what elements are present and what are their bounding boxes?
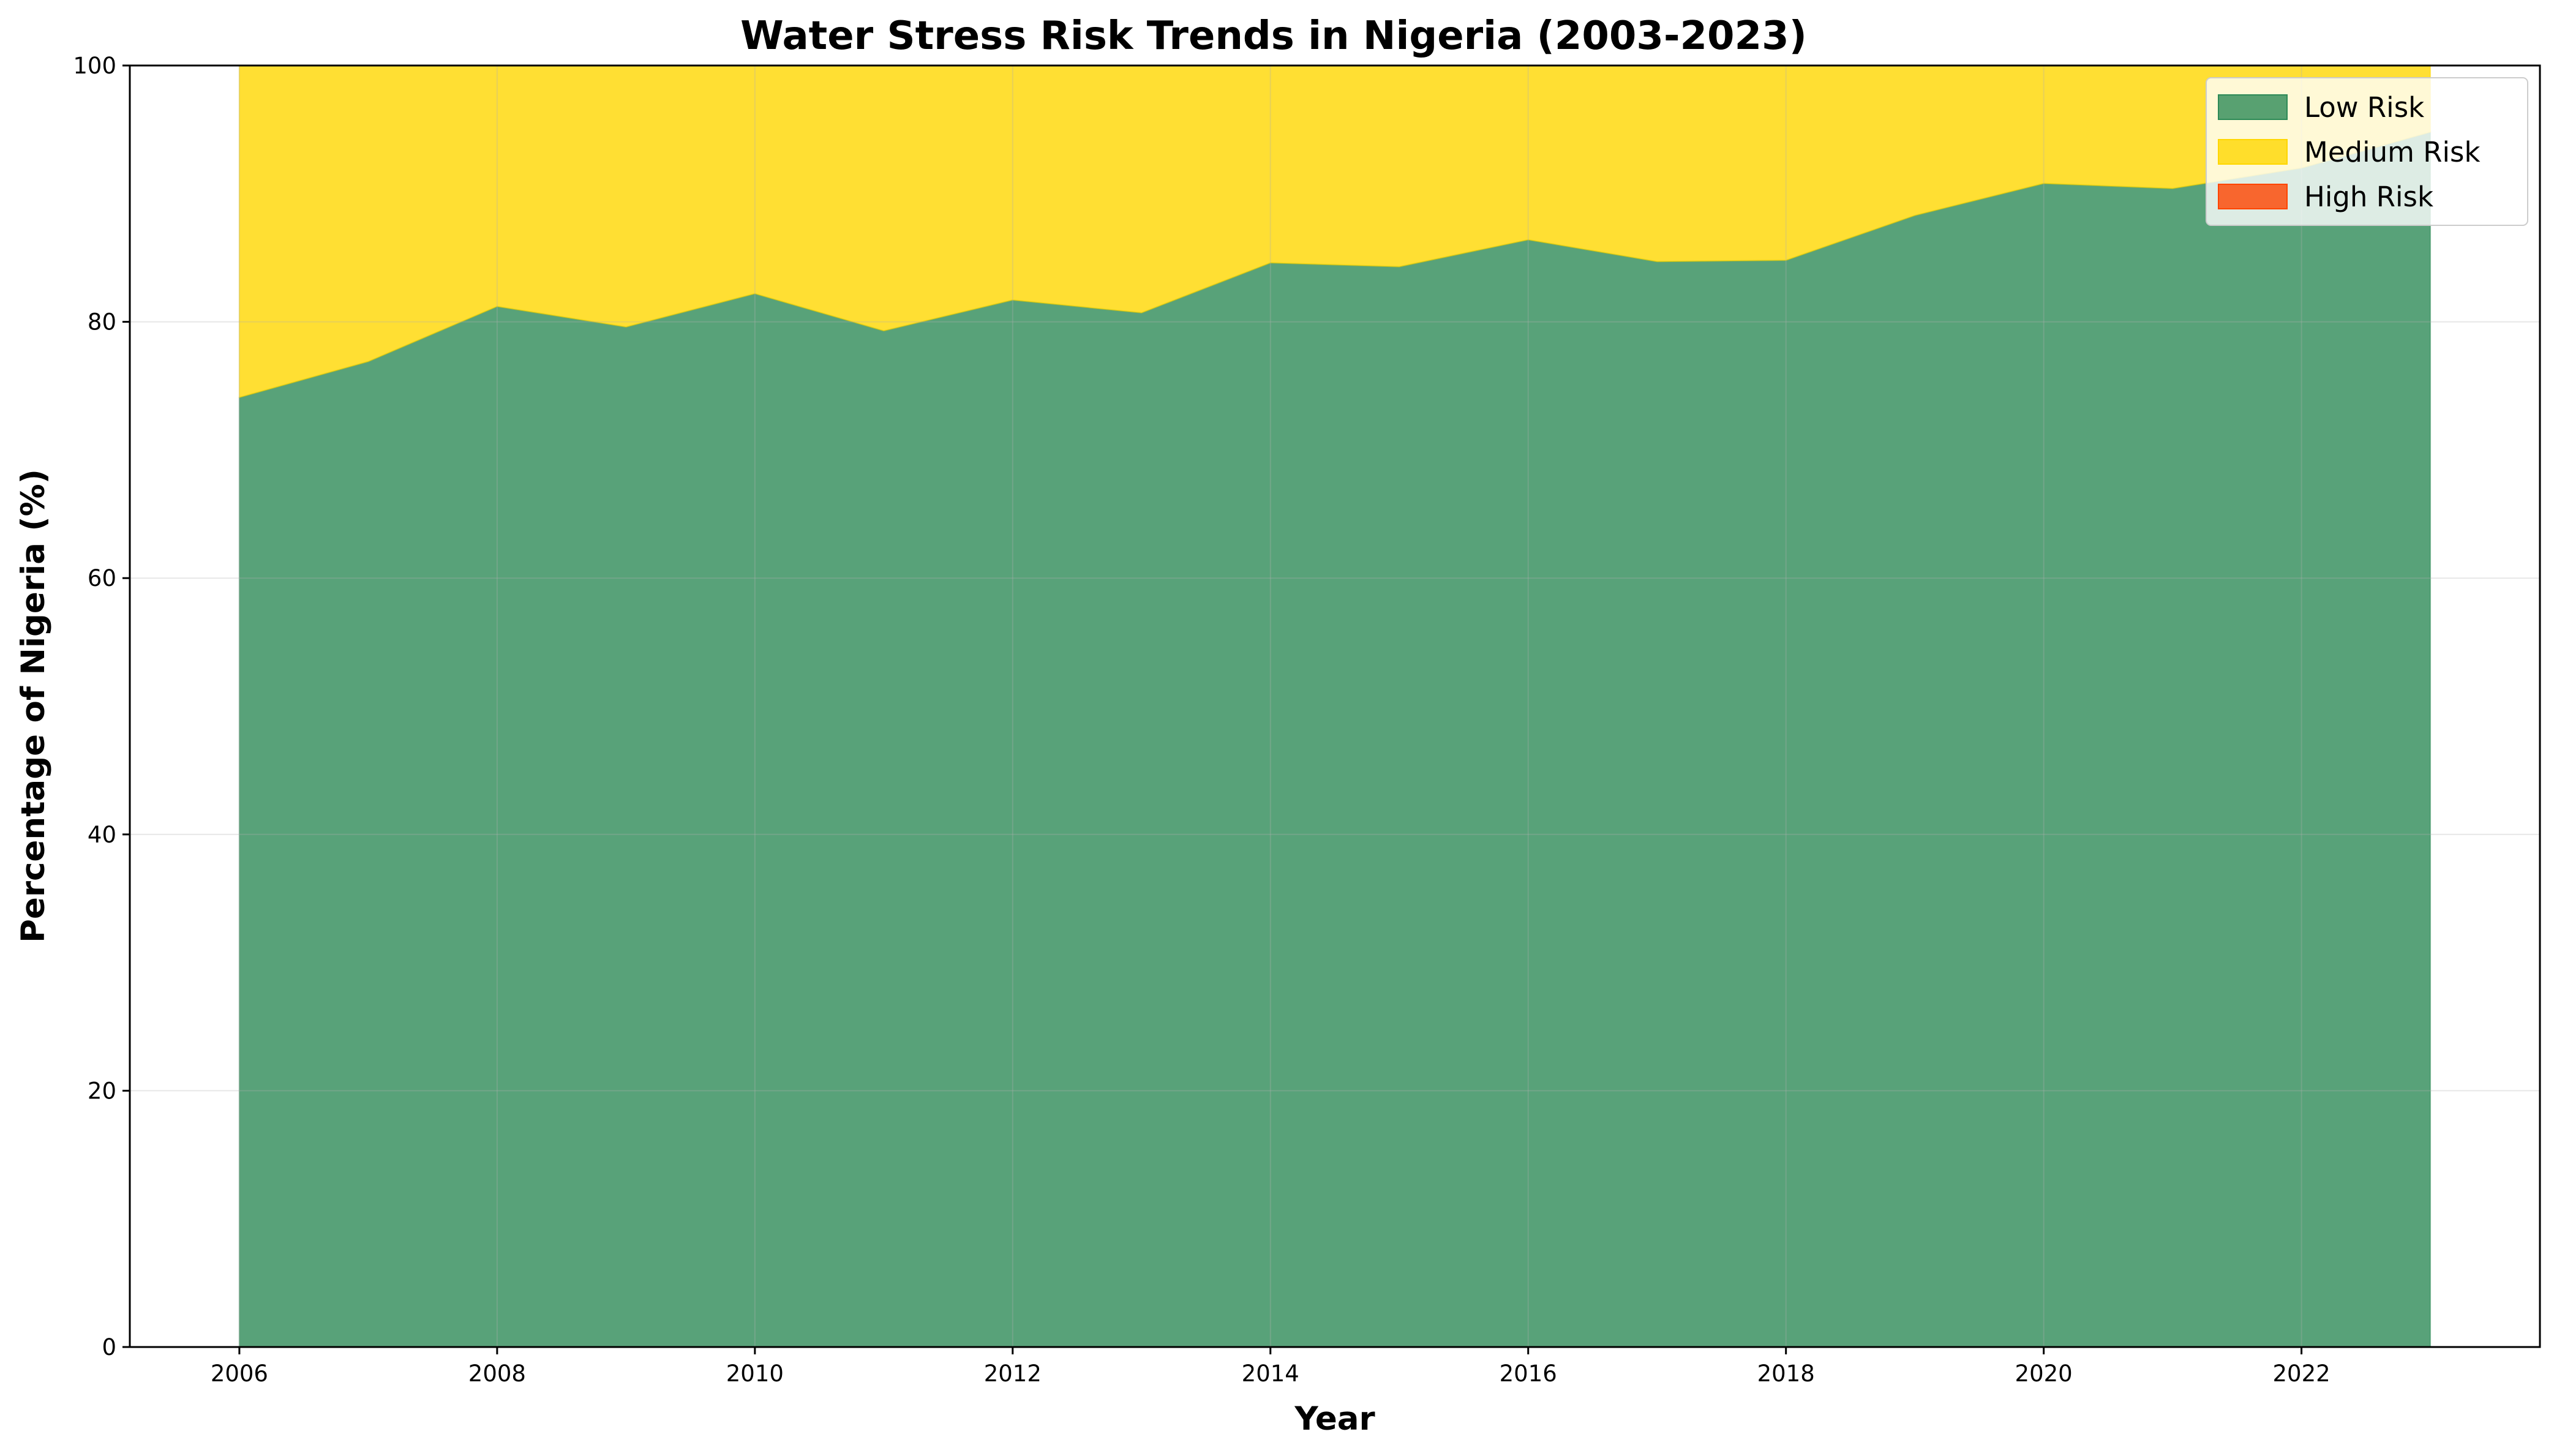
y-tick-label: 80	[88, 309, 116, 336]
y-axis-label: Percentage of Nigeria (%)	[15, 469, 52, 943]
y-tick-label: 20	[88, 1078, 116, 1104]
x-axis-label: Year	[1294, 1400, 1375, 1438]
plot-frame	[129, 64, 2541, 1348]
x-tick-label: 2014	[1242, 1360, 1299, 1387]
y-tick-label: 0	[102, 1334, 116, 1360]
area-layers	[238, 65, 2432, 1348]
y-tick-label: 40	[88, 822, 116, 848]
y-tick-label: 60	[88, 565, 116, 591]
x-axis: 2006 2008 2010 2012 2014 2016 2018 2020 2022	[211, 1347, 2331, 1387]
x-tick-label: 2022	[2273, 1360, 2331, 1387]
legend-swatch-high-risk	[2218, 184, 2288, 209]
x-tick-label: 2020	[2015, 1360, 2073, 1387]
legend-label-high-risk: High Risk	[2304, 181, 2433, 213]
y-tick-label: 100	[73, 53, 116, 79]
legend-label-low-risk: Low Risk	[2304, 91, 2424, 124]
legend: Low Risk Medium Risk High Risk	[2206, 77, 2528, 226]
legend-swatch-low-risk	[2218, 94, 2288, 120]
x-tick-label: 2016	[1500, 1360, 1557, 1387]
x-tick-label: 2018	[1757, 1360, 1815, 1387]
legend-swatch-medium-risk	[2218, 139, 2288, 165]
x-tick-label: 2006	[211, 1360, 268, 1387]
legend-label-medium-risk: Medium Risk	[2304, 136, 2481, 168]
y-axis: 0 20 40 60 80 100	[73, 53, 130, 1360]
x-tick-label: 2008	[468, 1360, 526, 1387]
x-tick-label: 2012	[984, 1360, 1042, 1387]
x-tick-label: 2010	[726, 1360, 784, 1387]
chart-title: Water Stress Risk Trends in Nigeria (200…	[740, 13, 1807, 59]
